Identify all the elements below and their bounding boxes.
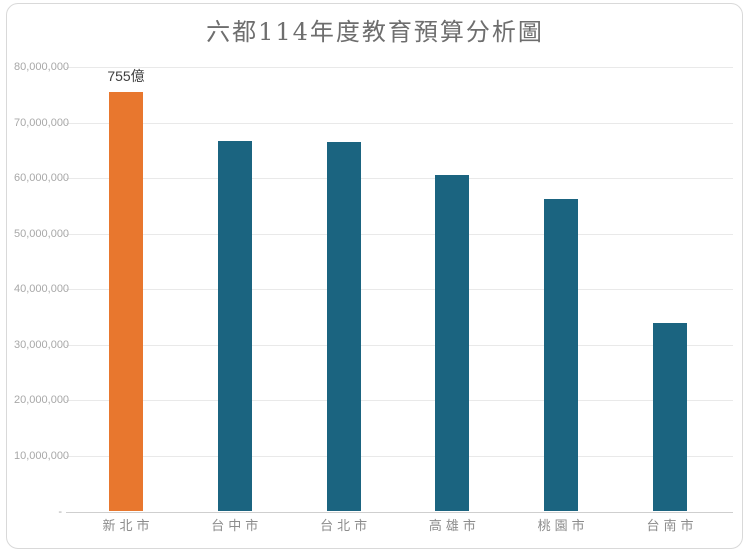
gridline: [66, 455, 733, 457]
gridline: [66, 178, 733, 180]
y-tick-label: 30,000,000: [14, 338, 70, 351]
gridline: [66, 122, 733, 124]
bar-5: [544, 198, 579, 512]
gridline: [66, 400, 733, 402]
y-tick-label: 20,000,000: [14, 394, 70, 407]
bar-3: [326, 142, 361, 512]
category-label: 桃園市: [537, 519, 589, 534]
category-label: 台中市: [211, 519, 263, 534]
category-label: 新北市: [102, 519, 154, 534]
y-tick-label: 40,000,000: [14, 283, 70, 296]
chart-title: 六都114年度教育預算分析圖: [206, 18, 544, 46]
y-tick-label: -: [58, 505, 62, 518]
value-label: 755億: [107, 68, 145, 84]
gridline: [66, 233, 733, 235]
bar-2: [217, 140, 252, 512]
x-axis-line: [66, 511, 733, 513]
bar-1: [109, 92, 143, 512]
category-label: 台南市: [646, 519, 698, 534]
gridline: [66, 344, 733, 346]
bar-4: [435, 175, 470, 512]
y-tick-label: 80,000,000: [14, 61, 70, 73]
y-tick-label: 50,000,000: [14, 227, 70, 240]
gridline: [66, 289, 733, 291]
category-label: 高雄市: [428, 519, 480, 534]
y-tick-label: 10,000,000: [14, 449, 70, 462]
y-tick-label: 70,000,000: [14, 116, 70, 129]
bar-6: [653, 322, 687, 512]
category-label: 台北市: [320, 519, 372, 534]
y-tick-label: 60,000,000: [14, 172, 70, 185]
gridline: [66, 67, 733, 68]
